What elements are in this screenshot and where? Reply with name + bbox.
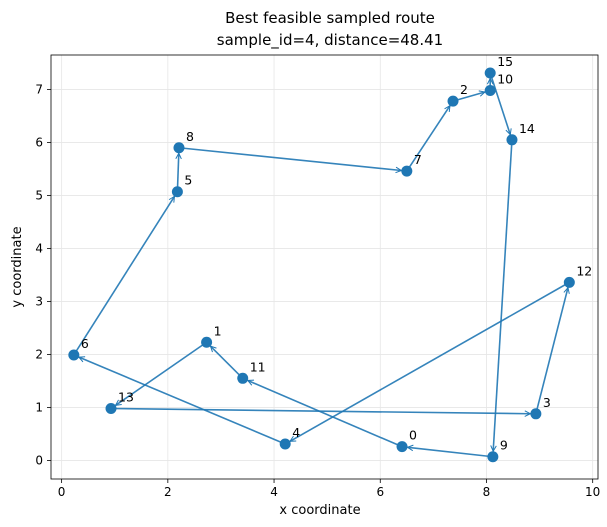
x-tick-label: 4 <box>270 485 278 499</box>
route-node-point <box>201 336 213 348</box>
y-axis-label: y coordinate <box>10 226 25 307</box>
route-edge <box>406 106 451 172</box>
route-node-label: 15 <box>497 54 513 69</box>
x-tick-label: 8 <box>483 485 491 499</box>
x-axis-ticks: 0 2 4 6 8 10 <box>58 479 600 499</box>
route-node-point <box>279 438 291 450</box>
y-tick-label: 6 <box>35 135 43 149</box>
y-tick-label: 2 <box>35 347 43 361</box>
route-edge <box>489 72 510 135</box>
y-tick-label: 3 <box>35 294 43 308</box>
y-tick-label: 4 <box>35 241 43 255</box>
route-node-label: 12 <box>576 263 592 278</box>
route-edge <box>452 92 485 102</box>
route-edge <box>535 288 568 415</box>
route-node-label: 3 <box>543 395 551 410</box>
route-node-point <box>484 85 496 97</box>
route-node-point <box>563 276 575 288</box>
route-edge <box>116 341 208 407</box>
chart-title-line1: Best feasible sampled route <box>225 9 435 27</box>
y-axis-ticks: 0 1 2 3 4 5 6 7 <box>35 82 51 467</box>
x-tick-label: 0 <box>58 485 66 499</box>
route-node-label: 1 <box>214 323 222 338</box>
route-edge <box>79 357 286 445</box>
route-node-label: 5 <box>184 173 192 188</box>
route-edge <box>493 139 513 451</box>
x-tick-label: 10 <box>585 485 600 499</box>
route-node-point <box>68 349 80 361</box>
route-node-label: 0 <box>409 428 417 443</box>
route-node-label: 9 <box>500 438 508 453</box>
route-node-label: 10 <box>497 72 513 87</box>
route-node-point <box>506 134 518 146</box>
y-tick-label: 5 <box>35 188 43 202</box>
route-node-point <box>173 142 185 154</box>
y-tick-label: 7 <box>35 82 43 96</box>
x-axis-label: x coordinate <box>279 503 360 518</box>
route-node-point <box>401 165 413 177</box>
chart-title-line2: sample_id=4, distance=48.41 <box>217 31 443 50</box>
route-edge <box>177 153 178 192</box>
route-node-point <box>396 441 408 453</box>
route-node-label: 6 <box>81 336 89 351</box>
y-tick-label: 1 <box>35 400 43 414</box>
route-node-label: 14 <box>519 121 535 136</box>
route-edge <box>248 380 403 448</box>
route-edge <box>408 447 493 458</box>
route-node-point <box>447 95 459 107</box>
route-node-point <box>171 186 183 198</box>
route-node-label: 4 <box>292 425 300 440</box>
route-edge <box>73 196 176 356</box>
route-edge <box>111 407 530 414</box>
route-node-point <box>237 372 249 384</box>
route-edge <box>210 346 244 379</box>
route-edge <box>178 146 401 171</box>
route-node-label: 8 <box>186 129 194 144</box>
route-node-label: 7 <box>414 152 422 167</box>
route-node-point <box>530 408 542 420</box>
route-node-label: 13 <box>118 390 134 405</box>
route-edge <box>290 281 570 442</box>
plot-frame <box>50 54 599 480</box>
route-node-point <box>487 451 499 463</box>
route-node-label: 2 <box>460 82 468 97</box>
route-node-point <box>105 403 117 415</box>
x-tick-label: 6 <box>376 485 384 499</box>
y-tick-label: 0 <box>35 453 43 467</box>
route-node-label: 11 <box>250 359 266 374</box>
route-node-point <box>484 67 496 79</box>
route-edges <box>73 72 570 458</box>
x-tick-label: 2 <box>164 485 172 499</box>
